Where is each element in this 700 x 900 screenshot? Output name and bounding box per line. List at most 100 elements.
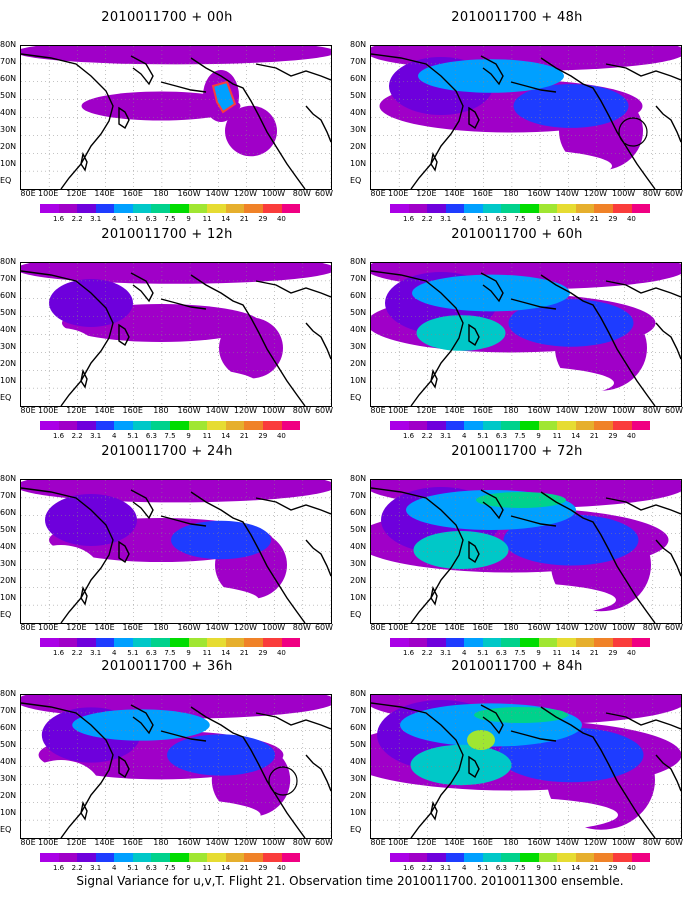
colorbar-swatch [408,638,428,647]
colorbar-label: 11 [552,649,562,657]
colorbar: 1.6 2.2 3.1 4 5.1 6.3 7.5 9 11 14 21 29 40 [390,853,651,872]
lat-label: 70N [350,58,367,67]
lon-label: 160W [177,623,201,632]
colorbar-swatch [575,853,595,862]
lon-label: 180 [503,623,519,632]
target-circle [618,117,648,147]
colorbar-swatch [445,204,465,213]
variance-field-west [45,494,137,546]
lon-label: 140W [205,623,229,632]
panel-title: 2010011700 + 60h [451,227,583,242]
colorbar-label: 4 [462,649,467,657]
variance-field-core [171,520,271,560]
colorbar: 1.6 2.2 3.1 4 5.1 6.3 7.5 9 11 14 21 29 40 [390,204,651,223]
colorbar-swatch [612,421,632,430]
colorbar-label: 21 [589,432,599,440]
colorbar-swatch [427,638,446,647]
colorbar-label: 9 [186,215,191,223]
colorbar-swatch [594,638,613,647]
colorbar-swatch [77,204,96,213]
coastline-3 [540,706,656,838]
lon-label: 140W [555,838,579,847]
coastline-6 [655,105,681,143]
colorbar-swatch [501,638,521,647]
colorbar-label: 4 [112,215,117,223]
colorbar-label: 6.3 [145,864,157,872]
lat-label: 50N [0,309,17,318]
colorbar-swatch [114,204,133,213]
lon-label: 100E [38,623,59,632]
colorbar-swatch [575,421,595,430]
colorbar-label: 21 [589,215,599,223]
lon-label: 160E [122,406,143,415]
colorbar-label: 2.2 [71,432,83,440]
lat-label: 20N [350,360,367,369]
colorbar-swatch [575,638,595,647]
colorbar-label: 4 [462,864,467,872]
lon-label: 100W [262,406,286,415]
variance-map [370,479,682,624]
lon-label: 160W [177,189,201,198]
map-svg [21,480,331,623]
lon-label: 140E [444,838,465,847]
coastline-4 [160,298,207,310]
lat-label: 10N [350,809,367,818]
colorbar-swatch [594,204,613,213]
lon-label: 140E [94,406,115,415]
lat-label: 70N [0,707,17,716]
lat-label: 80N [0,475,17,483]
lat-label: 60N [350,509,367,518]
colorbar-label: 3.1 [90,649,102,657]
colorbar-label: 1.6 [402,864,415,872]
colorbar-swatch [631,638,651,647]
lon-label: 100E [38,189,59,198]
lat-label: 30N [0,126,17,135]
map-svg [21,46,331,189]
colorbar-label: 9 [186,649,191,657]
lat-label: EQ [350,177,362,186]
lon-axis: 80E 100E 120E 140E 160E 180 160W 140W 120W 100W 80… [20,189,333,199]
lon-label: 160E [472,623,493,632]
colorbar-swatch [95,204,115,213]
colorbar-label: 14 [571,864,581,872]
lat-label: 30N [350,775,367,784]
coastline-2 [480,489,504,520]
coastline-6 [305,754,331,792]
colorbar-swatch [225,638,245,647]
lat-label: 80N [350,690,367,698]
colorbar-label: 4 [112,432,117,440]
colorbar-swatch [427,204,446,213]
lat-label: 70N [350,492,367,501]
colorbar-label: 6.3 [495,215,507,223]
coastline-4 [160,81,207,93]
colorbar-swatch [77,421,96,430]
colorbar-label: 29 [258,864,268,872]
map-panel: 2010011700 + 48h 80N 70N 60N 50N 40N 30N 20N 10N… [350,8,683,228]
lat-label: 20N [0,577,17,586]
colorbar-swatch [482,204,502,213]
coastline-0 [371,702,464,838]
colorbar-label: 7.5 [514,649,526,657]
lat-label: 60N [0,292,17,301]
colorbar: 1.6 2.2 3.1 4 5.1 6.3 7.5 9 11 14 21 29 40 [390,421,651,440]
variance-field-west [49,279,133,327]
variance-field-north [21,263,331,284]
variance-field-north [21,46,331,65]
lon-label: 120E [66,406,87,415]
lon-label: 100W [612,406,636,415]
target-circle [268,766,298,796]
lon-label: 140W [205,406,229,415]
lon-label: 140W [555,623,579,632]
lon-label: 120E [416,838,437,847]
lat-label: 70N [0,58,17,67]
colorbar-label: 11 [552,864,562,872]
colorbar-label: 21 [239,649,249,657]
colorbar-swatch [188,853,208,862]
colorbar-label: 2.2 [421,215,433,223]
lon-label: 180 [503,838,519,847]
coastline-1 [118,323,130,347]
colorbar-label: 4 [112,649,117,657]
coastline-7 [80,368,88,389]
lon-label: 120E [416,406,437,415]
lon-label: 140W [205,189,229,198]
